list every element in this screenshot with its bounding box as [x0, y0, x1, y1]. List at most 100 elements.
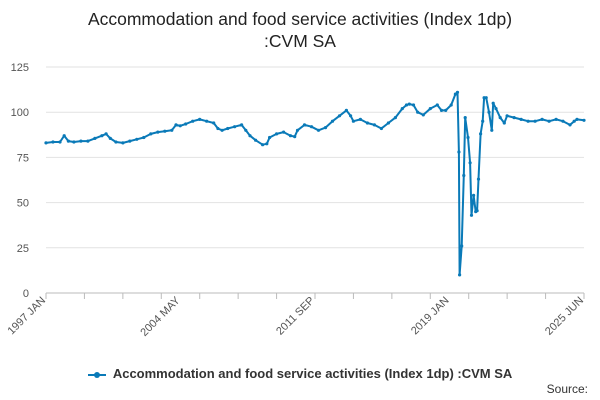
data-point [407, 102, 411, 106]
data-point [149, 132, 153, 136]
y-tick-label: 100 [11, 107, 29, 119]
data-point [428, 107, 432, 111]
data-point [575, 117, 579, 121]
data-point [505, 114, 509, 118]
data-point [58, 140, 62, 144]
data-point [491, 101, 495, 105]
data-point [411, 103, 416, 107]
data-point [44, 141, 48, 145]
data-point [449, 103, 453, 107]
data-point [240, 123, 244, 127]
data-point [261, 143, 265, 147]
y-tick-label: 75 [17, 152, 29, 164]
data-point [460, 244, 464, 248]
y-tick-label: 25 [17, 243, 29, 255]
data-point [212, 121, 216, 125]
data-point [561, 119, 565, 123]
data-point [244, 128, 248, 132]
data-point [216, 126, 220, 131]
data-point [163, 129, 167, 133]
data-point [170, 128, 174, 132]
data-point [293, 135, 297, 139]
data-point [288, 134, 293, 138]
data-point [453, 92, 457, 96]
data-point [351, 119, 355, 123]
data-point [457, 150, 461, 154]
data-point [487, 110, 491, 114]
data-point [568, 123, 572, 127]
data-point [233, 125, 237, 129]
data-point [309, 125, 314, 129]
data-point [554, 117, 558, 121]
data-point [458, 273, 462, 277]
data-point [582, 118, 586, 122]
data-point [86, 139, 90, 143]
data-point [174, 123, 178, 127]
data-point [51, 140, 55, 144]
data-point [358, 117, 362, 121]
data-point [455, 90, 460, 94]
data-point [302, 123, 307, 127]
data-point [323, 126, 328, 130]
data-point [463, 116, 467, 120]
data-point [469, 213, 474, 217]
x-tick-label: 1997 JAN [5, 295, 48, 338]
chart-title: Accommodation and food service activitie… [0, 8, 600, 52]
data-point [282, 130, 286, 134]
data-point [416, 110, 420, 114]
data-point [79, 139, 83, 143]
data-point [220, 128, 224, 132]
data-point [421, 113, 425, 117]
data-point [472, 193, 476, 197]
data-point [191, 119, 195, 123]
data-point [254, 138, 258, 142]
legend[interactable]: Accommodation and food service activitie… [0, 366, 600, 381]
data-point [490, 128, 494, 132]
data-point [572, 119, 576, 123]
data-point [62, 134, 66, 138]
data-point [226, 126, 230, 131]
legend-swatch-icon [87, 369, 106, 381]
data-point [295, 128, 300, 132]
data-point [344, 108, 348, 112]
data-point [386, 121, 390, 125]
data-point [205, 119, 209, 123]
y-tick-label: 0 [23, 288, 29, 300]
data-point [93, 136, 97, 140]
data-point [128, 139, 132, 143]
data-point [498, 116, 502, 120]
data-point [502, 121, 506, 125]
data-point [66, 139, 70, 143]
data-point [462, 173, 466, 178]
data-point [484, 96, 488, 100]
data-point [479, 132, 483, 136]
legend-label: Accommodation and food service activitie… [112, 366, 513, 381]
data-point [444, 108, 448, 112]
data-point [72, 140, 76, 144]
data-point [476, 177, 481, 181]
x-tick-label: 2011 SEP [274, 295, 317, 338]
data-point [248, 134, 252, 138]
data-point [108, 136, 112, 140]
data-point [268, 135, 272, 140]
data-point [400, 107, 404, 111]
data-point [121, 141, 125, 145]
data-point [439, 108, 444, 112]
data-point [337, 114, 342, 118]
data-point [265, 142, 269, 146]
data-point [349, 114, 353, 118]
data-point [379, 126, 383, 131]
data-point [142, 135, 146, 140]
data-point [512, 116, 516, 120]
data-point [104, 132, 108, 136]
data-point [466, 135, 470, 140]
data-point [481, 119, 485, 123]
data-point [435, 103, 439, 107]
data-point [519, 117, 523, 121]
data-point [547, 119, 551, 123]
data-point [475, 209, 479, 213]
data-point [494, 107, 498, 111]
data-point [178, 124, 182, 128]
data-point [316, 128, 321, 132]
